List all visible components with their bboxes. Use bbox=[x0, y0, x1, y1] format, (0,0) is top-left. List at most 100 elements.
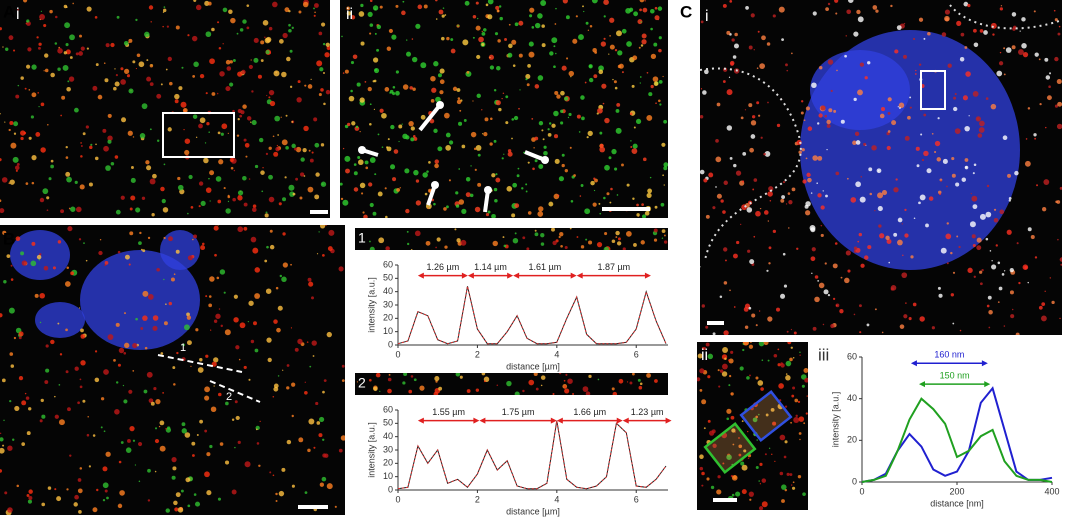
speckle bbox=[490, 117, 493, 121]
speckle bbox=[252, 247, 259, 254]
speckle bbox=[0, 113, 1, 115]
speckle bbox=[180, 489, 184, 493]
speckle bbox=[792, 386, 796, 390]
speckle bbox=[321, 22, 326, 27]
speckle bbox=[728, 374, 732, 378]
speckle bbox=[424, 192, 428, 196]
speckle bbox=[302, 1, 309, 8]
speckle bbox=[543, 150, 548, 156]
speckle bbox=[972, 243, 976, 248]
speckle bbox=[844, 277, 850, 284]
speckle bbox=[568, 70, 575, 77]
speckle bbox=[590, 180, 595, 186]
speckle bbox=[123, 399, 128, 404]
speckle bbox=[702, 346, 707, 350]
speckle bbox=[269, 471, 272, 474]
speckle bbox=[784, 440, 788, 444]
speckle bbox=[250, 121, 252, 123]
speckle bbox=[1008, 196, 1012, 200]
speckle bbox=[525, 78, 528, 81]
speckle bbox=[118, 460, 122, 464]
x-axis-label: distance [µm] bbox=[506, 506, 560, 516]
distance-label: 1.75 µm bbox=[502, 407, 535, 417]
speckle bbox=[514, 232, 517, 235]
speckle bbox=[598, 69, 604, 75]
speckle bbox=[0, 27, 2, 31]
speckle bbox=[748, 103, 753, 108]
speckle bbox=[646, 114, 653, 121]
speckle bbox=[227, 200, 230, 203]
speckle bbox=[732, 55, 737, 59]
speckle bbox=[1, 378, 6, 383]
speckle bbox=[386, 46, 392, 51]
speckle bbox=[877, 206, 883, 212]
speckle bbox=[92, 434, 96, 437]
speckle bbox=[1056, 78, 1062, 85]
speckle bbox=[413, 136, 418, 141]
speckle bbox=[115, 209, 121, 215]
speckle bbox=[603, 246, 610, 250]
speckle bbox=[538, 120, 544, 126]
speckle bbox=[224, 329, 231, 336]
speckle bbox=[519, 89, 521, 91]
speckle bbox=[552, 240, 557, 246]
speckle bbox=[583, 10, 585, 13]
speckle bbox=[359, 130, 361, 133]
speckle bbox=[491, 213, 496, 218]
speckle bbox=[246, 4, 250, 7]
speckle bbox=[28, 89, 31, 91]
speckle bbox=[460, 239, 467, 246]
speckle bbox=[312, 355, 315, 357]
speckle bbox=[309, 365, 312, 368]
speckle bbox=[1059, 317, 1061, 320]
speckle bbox=[10, 364, 15, 368]
speckle bbox=[697, 377, 701, 382]
strip-label: 1 bbox=[358, 230, 366, 246]
speckle bbox=[554, 90, 559, 96]
speckle bbox=[1006, 229, 1012, 235]
speckle bbox=[234, 400, 238, 404]
speckle bbox=[644, 211, 650, 216]
speckle bbox=[102, 498, 106, 502]
x-tick-label: 4 bbox=[554, 494, 559, 504]
speckle bbox=[346, 11, 352, 16]
speckle bbox=[206, 122, 210, 126]
speckle bbox=[723, 247, 728, 252]
speckle bbox=[199, 73, 205, 79]
speckle bbox=[1018, 49, 1024, 56]
speckle bbox=[430, 99, 435, 103]
speckle bbox=[251, 90, 254, 93]
speckle bbox=[177, 184, 184, 191]
speckle bbox=[52, 266, 56, 270]
speckle bbox=[168, 236, 173, 242]
speckle bbox=[183, 128, 185, 131]
speckle bbox=[748, 374, 751, 377]
speckle bbox=[242, 104, 247, 109]
speckle bbox=[733, 163, 737, 168]
speckle bbox=[353, 187, 359, 192]
speckle bbox=[187, 255, 193, 261]
speckle bbox=[964, 165, 969, 170]
speckle bbox=[534, 232, 539, 237]
speckle bbox=[512, 237, 519, 244]
speckle bbox=[516, 174, 520, 178]
speckle bbox=[918, 201, 921, 205]
speckle bbox=[65, 49, 71, 55]
speckle bbox=[114, 155, 119, 159]
speckle bbox=[655, 102, 657, 105]
speckle bbox=[116, 15, 120, 19]
speckle bbox=[289, 191, 295, 197]
arrow-head bbox=[417, 272, 468, 279]
speckle bbox=[887, 130, 891, 133]
speckle bbox=[658, 99, 661, 103]
speckle bbox=[31, 155, 37, 161]
roi-box bbox=[162, 112, 235, 158]
arrow-head bbox=[541, 156, 549, 164]
speckle bbox=[205, 187, 212, 193]
speckle bbox=[391, 34, 397, 40]
speckle bbox=[826, 119, 831, 125]
speckle bbox=[618, 378, 624, 384]
speckle bbox=[614, 167, 618, 171]
speckle bbox=[533, 147, 535, 149]
speckle bbox=[289, 49, 293, 53]
